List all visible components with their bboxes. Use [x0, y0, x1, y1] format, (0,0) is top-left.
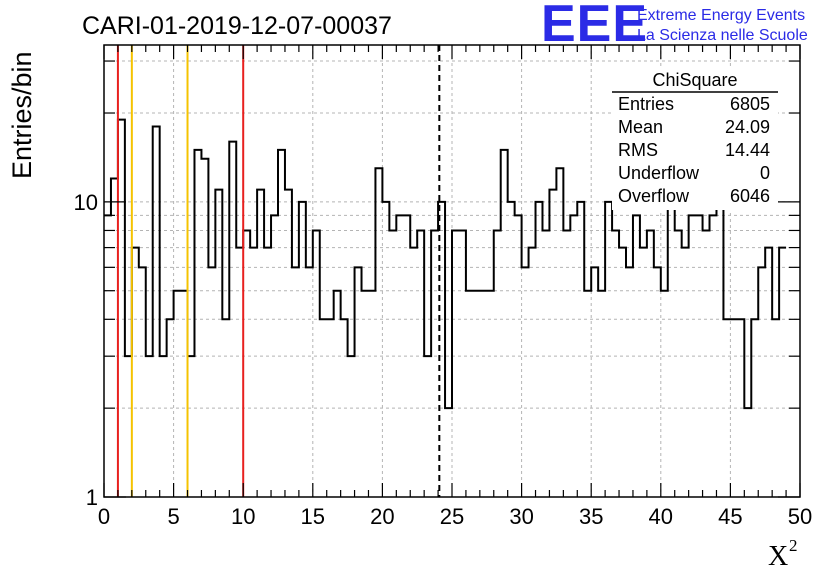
x-tick-label-9: 45 [718, 504, 742, 529]
eee-logo-line2: La Scienza nelle Scuole [637, 27, 808, 44]
x-axis-label: X 2 [768, 536, 798, 572]
stats-label-rms: RMS [618, 140, 658, 160]
stats-value-entries: 6805 [730, 94, 770, 114]
stats-label-mean: Mean [618, 117, 663, 137]
eee-logo: EEE Extreme Energy Events La Scienza nel… [541, 0, 808, 53]
stats-box-rows: Entries 6805 Mean 24.09 RMS 14.44 Underflow 0 Ov… [618, 94, 770, 206]
histogram-line [104, 118, 787, 410]
stats-label-overflow: Overflow [618, 186, 690, 206]
stats-value-rms: 14.44 [725, 140, 770, 160]
x-tick-labels: 0 5 10 15 20 25 30 35 40 45 50 [98, 504, 812, 529]
x-tick-label-8: 40 [649, 504, 673, 529]
y-tick-label-0: 1 [86, 485, 98, 510]
eee-logo-line1: Extreme Energy Events [637, 7, 805, 24]
axis-ticks [103, 45, 801, 498]
stats-value-mean: 24.09 [725, 117, 770, 137]
x-axis-label-base: X [768, 541, 788, 572]
stats-label-underflow: Underflow [618, 163, 700, 183]
x-tick-label-10: 50 [788, 504, 812, 529]
x-tick-label-7: 35 [579, 504, 603, 529]
stats-value-overflow: 6046 [730, 186, 770, 206]
x-tick-label-3: 15 [301, 504, 325, 529]
stats-box-background [612, 66, 778, 210]
chart-title: CARI-01-2019-12-07-00037 [82, 12, 392, 40]
marker-lines [116, 45, 441, 497]
stats-label-entries: Entries [618, 94, 674, 114]
x-tick-label-2: 10 [231, 504, 255, 529]
x-tick-label-1: 5 [167, 504, 179, 529]
stats-box-title: ChiSquare [652, 70, 737, 90]
stats-box: ChiSquare Entries 6805 Mean 24.09 RMS 14.44 Un… [612, 66, 778, 210]
eee-logo-mark: EEE [541, 0, 648, 53]
y-axis-label: Entries/bin [7, 51, 37, 179]
y-tick-label-1: 10 [74, 190, 98, 215]
x-axis-label-superscript: 2 [789, 536, 798, 555]
stats-value-underflow: 0 [760, 163, 770, 183]
y-tick-labels: 1 10 [74, 190, 98, 510]
x-tick-label-6: 30 [509, 504, 533, 529]
x-tick-label-0: 0 [98, 504, 110, 529]
x-tick-label-5: 25 [440, 504, 464, 529]
x-tick-label-4: 20 [370, 504, 394, 529]
